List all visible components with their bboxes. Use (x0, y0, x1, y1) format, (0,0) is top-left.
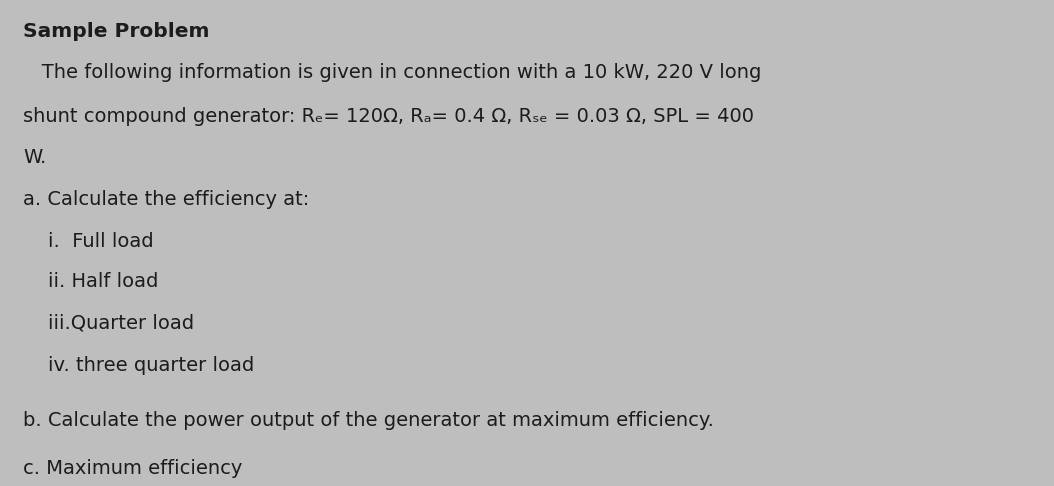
Text: c. Maximum efficiency: c. Maximum efficiency (23, 459, 242, 478)
Text: Sample Problem: Sample Problem (23, 22, 210, 41)
Text: The following information is given in connection with a 10 kW, 220 V long: The following information is given in co… (23, 63, 762, 82)
Text: ii. Half load: ii. Half load (23, 272, 158, 291)
Text: iv. three quarter load: iv. three quarter load (23, 356, 254, 375)
Text: iii.Quarter load: iii.Quarter load (23, 313, 194, 332)
Text: W.: W. (23, 148, 46, 167)
Text: shunt compound generator: Rₑ= 120Ω, Rₐ= 0.4 Ω, Rₛₑ = 0.03 Ω, SPL = 400: shunt compound generator: Rₑ= 120Ω, Rₐ= … (23, 107, 755, 126)
Text: i.  Full load: i. Full load (23, 232, 154, 251)
Text: a. Calculate the efficiency at:: a. Calculate the efficiency at: (23, 190, 310, 208)
Text: b. Calculate the power output of the generator at maximum efficiency.: b. Calculate the power output of the gen… (23, 411, 714, 430)
